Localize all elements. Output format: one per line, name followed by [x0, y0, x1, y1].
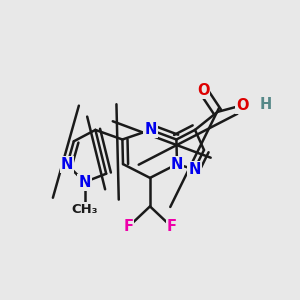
Text: N: N — [61, 157, 74, 172]
Text: O: O — [236, 98, 248, 113]
Text: F: F — [123, 219, 134, 234]
Text: N: N — [78, 175, 91, 190]
Text: H: H — [260, 97, 272, 112]
Text: F: F — [167, 219, 177, 234]
Text: CH₃: CH₃ — [71, 202, 98, 216]
Text: N: N — [188, 162, 201, 177]
Text: N: N — [144, 122, 157, 137]
Text: N: N — [171, 157, 183, 172]
Text: O: O — [197, 83, 209, 98]
